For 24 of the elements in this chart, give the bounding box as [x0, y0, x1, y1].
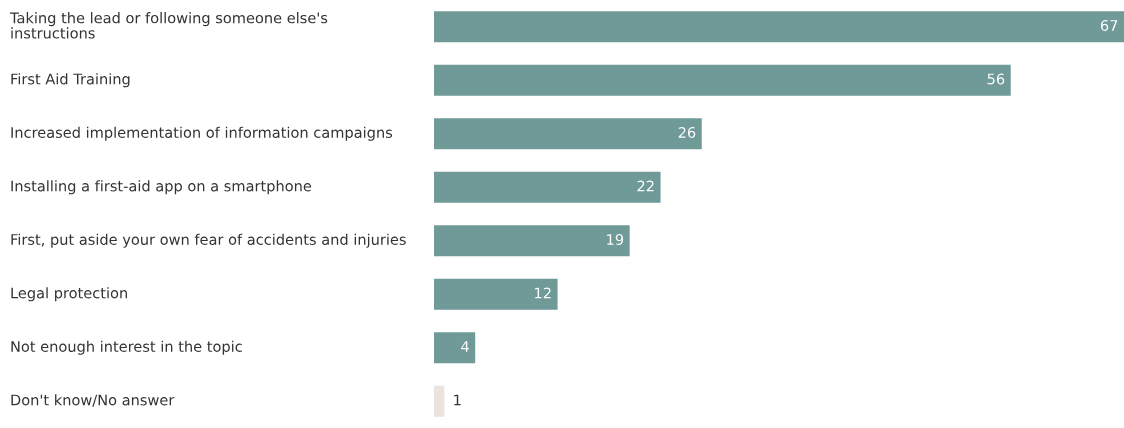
data-label: 22: [637, 180, 654, 192]
data-label: 19: [607, 233, 624, 245]
y-tick-label: First Aid Training: [11, 73, 130, 88]
data-label: 1: [454, 394, 461, 406]
bar: [434, 332, 476, 364]
y-tick-label: Installing a first-aid app on a smartphone: [11, 180, 312, 195]
bar: [434, 64, 1011, 96]
y-tick-label: Not enough interest in the topic: [11, 340, 242, 355]
y-tick-label: Legal protection: [11, 287, 127, 302]
bar: [434, 278, 558, 310]
data-label: 67: [1100, 19, 1118, 31]
bar: [434, 225, 630, 257]
data-label: 56: [987, 73, 1005, 85]
data-label: 26: [678, 126, 696, 138]
bar: [434, 118, 702, 150]
bar: [434, 385, 445, 417]
y-tick-label: First, put aside your own fear of accidents and injuries: [11, 233, 406, 248]
data-label: 4: [461, 341, 469, 352]
y-tick-label: Don't know/No answer: [11, 394, 175, 407]
bar: [434, 11, 1124, 43]
bar: [434, 171, 661, 203]
data-label: 12: [535, 287, 551, 299]
y-tick-label: Increased implementation of information campaigns: [11, 126, 393, 141]
y-tick-label: Taking the lead or following someone else's instructions: [9, 12, 328, 39]
